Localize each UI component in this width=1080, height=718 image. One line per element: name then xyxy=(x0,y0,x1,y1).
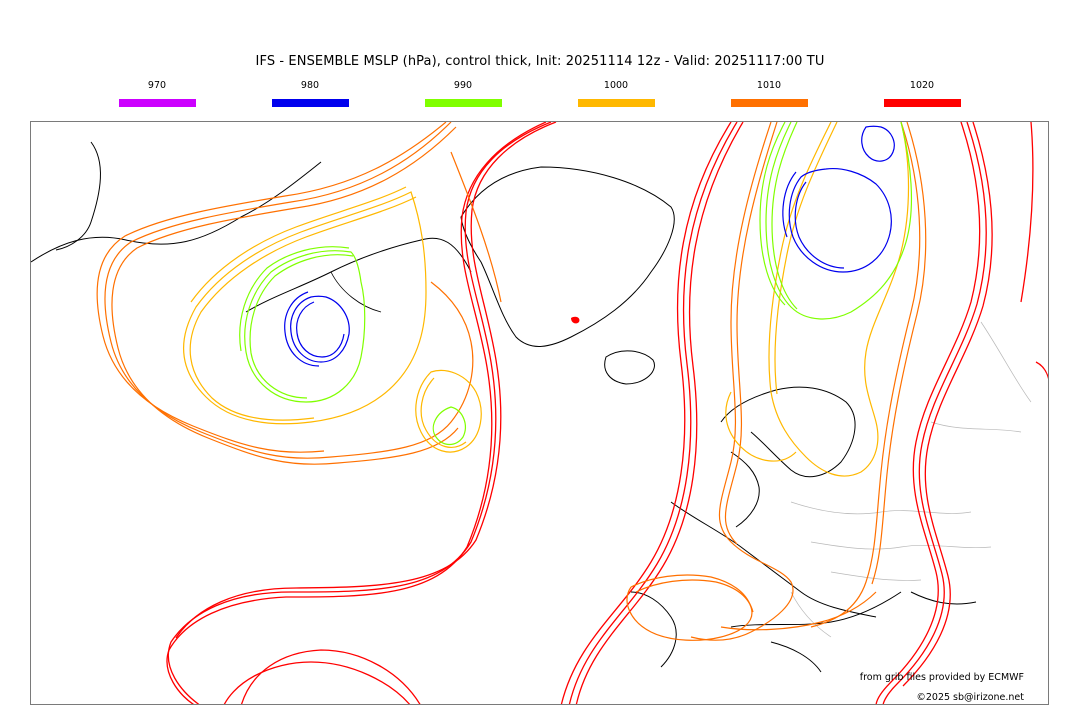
pressure-map xyxy=(30,121,1049,705)
legend-label: 980 xyxy=(300,80,320,91)
isobars-1000 xyxy=(183,122,910,477)
isobars-980 xyxy=(284,125,895,367)
map-canvas xyxy=(31,122,1048,704)
legend-label: 1020 xyxy=(909,80,935,91)
legend-item-970: 970 xyxy=(118,80,196,107)
legend-swatch xyxy=(424,99,502,107)
legend-swatch xyxy=(271,99,349,107)
legend-label: 970 xyxy=(147,80,167,91)
legend-swatch xyxy=(730,99,808,107)
isobars-1020 xyxy=(166,122,1048,704)
high-pressure-spot xyxy=(571,316,580,324)
legend-item-990: 990 xyxy=(424,80,502,107)
legend-swatch xyxy=(883,99,961,107)
legend-swatch xyxy=(577,99,655,107)
copyright-credit: ©2025 sb@irizone.net xyxy=(916,692,1024,703)
data-source-credit: from grib files provided by ECMWF xyxy=(859,672,1024,683)
map-title: IFS - ENSEMBLE MSLP (hPa), control thick… xyxy=(255,54,825,69)
legend-item-980: 980 xyxy=(271,80,349,107)
legend-swatch xyxy=(118,99,196,107)
legend-item-1000: 1000 xyxy=(577,80,655,107)
country-borders xyxy=(790,321,1032,638)
isobars-990 xyxy=(239,122,913,446)
legend-label: 990 xyxy=(453,80,473,91)
legend-label: 1000 xyxy=(603,80,629,91)
coastlines xyxy=(31,141,977,673)
isobars-1010 xyxy=(96,122,927,641)
legend-item-1020: 1020 xyxy=(883,80,961,107)
legend-item-1010: 1010 xyxy=(730,80,808,107)
legend-label: 1010 xyxy=(756,80,782,91)
